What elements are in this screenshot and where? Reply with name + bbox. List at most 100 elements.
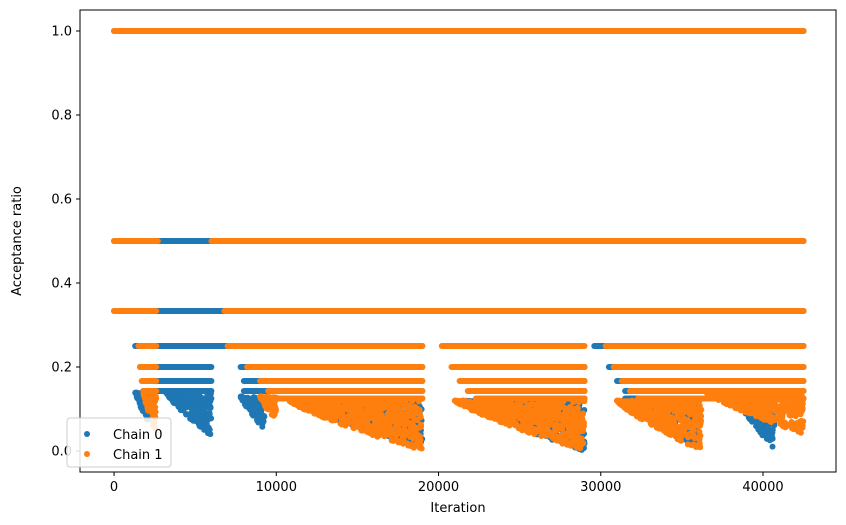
series-1-point [483, 409, 490, 416]
series-1-point [714, 396, 721, 402]
series-1-point [398, 414, 405, 421]
series-1-point [561, 404, 568, 411]
series-0-point [188, 416, 195, 422]
series-1-point [687, 405, 694, 412]
series-1-point [790, 402, 796, 409]
x-axis-label: Iteration [430, 501, 485, 516]
series-1-point [739, 390, 746, 397]
series-1-point [487, 414, 494, 421]
series-1-point [572, 434, 579, 441]
series-1-point [531, 416, 538, 423]
series-1-point [371, 417, 378, 424]
series-1-point [409, 398, 416, 405]
series-1-point [392, 418, 399, 425]
series-1-point [772, 403, 779, 409]
series-1-point [770, 391, 777, 398]
series-1-point [559, 432, 566, 438]
series-1-point [680, 407, 687, 414]
series-1-point [381, 404, 388, 411]
series-0-point [769, 426, 776, 433]
legend-label-chain-1: Chain 1 [113, 448, 163, 463]
series-1-point [334, 398, 340, 405]
series-1-point [358, 426, 365, 433]
series-1-point [407, 420, 414, 427]
series-1-point [407, 443, 414, 449]
series-1-point [548, 433, 554, 440]
series-1-point [785, 391, 792, 398]
x-tick-label: 20000 [418, 480, 459, 495]
series-1-point [373, 409, 380, 416]
series-1-point [667, 402, 674, 408]
series-1-point [369, 426, 376, 433]
series-1-point [732, 405, 739, 411]
series-1-point [365, 399, 372, 406]
series-0-point [753, 418, 760, 425]
series-1-point [539, 403, 546, 410]
y-tick-label: 0.6 [51, 193, 72, 208]
series-1-point [321, 397, 328, 404]
series-0-point [254, 417, 261, 424]
series-1-point [787, 412, 794, 419]
series-1-point [762, 414, 769, 421]
series-1-point [381, 415, 388, 422]
series-0-point [136, 397, 143, 404]
series-1-point [528, 401, 535, 407]
y-tick-label: 0.8 [51, 109, 72, 124]
x-tick-label: 0 [110, 480, 118, 495]
series-1-point [463, 399, 470, 406]
series-1-point [723, 392, 729, 399]
series-1-point [696, 428, 703, 435]
series-1-point [672, 433, 679, 440]
series-1-point [538, 422, 545, 428]
series-0-point [204, 392, 211, 399]
series-1-point [774, 392, 781, 398]
series-1-point [671, 419, 678, 426]
series-1-point [385, 431, 392, 438]
series-0-point [205, 428, 211, 435]
series-1-point [390, 437, 397, 444]
series-1-point [147, 389, 154, 396]
series-1-point [469, 400, 476, 407]
series-1-point [540, 428, 547, 435]
series-1-point [553, 437, 560, 444]
series-0-point [769, 443, 776, 450]
series-0-point [138, 405, 145, 412]
series-1-point [779, 414, 786, 421]
series-0-point [172, 395, 179, 402]
series-1-point [414, 416, 421, 423]
series-1-point [667, 427, 673, 434]
series-0-point [243, 394, 250, 401]
series-1-point [570, 412, 577, 419]
x-tick-label: 30000 [580, 480, 621, 495]
series-1-point [696, 397, 703, 404]
series-1-point [271, 397, 278, 403]
series-1-point [695, 413, 702, 420]
series-0-point [769, 434, 776, 441]
series-1-point [570, 417, 577, 423]
series-1-point [537, 416, 544, 423]
y-axis: 0.00.20.40.60.81.0 [51, 25, 80, 460]
series-1-point [263, 403, 270, 410]
series-1-point [513, 412, 520, 419]
series-1-point [780, 390, 787, 397]
series-1-point [400, 432, 407, 439]
series-0-point [761, 428, 768, 435]
series-1-point [535, 407, 542, 414]
series-1-point [339, 410, 346, 417]
series-1-point [737, 406, 744, 412]
series-1-point [360, 420, 367, 426]
legend-label-chain-0: Chain 0 [113, 428, 163, 443]
series-1-point [693, 407, 700, 414]
series-1-point [771, 414, 778, 421]
series-1-point [345, 413, 352, 420]
series-1-point [377, 405, 384, 412]
series-1-point [394, 404, 401, 411]
series-1-point [389, 398, 396, 405]
series-1-point [359, 399, 366, 406]
series-1-point [376, 432, 383, 439]
series-1-point [503, 408, 510, 415]
series-1-point [757, 402, 764, 409]
series-1-point [577, 445, 584, 452]
series-1-point [766, 400, 773, 407]
